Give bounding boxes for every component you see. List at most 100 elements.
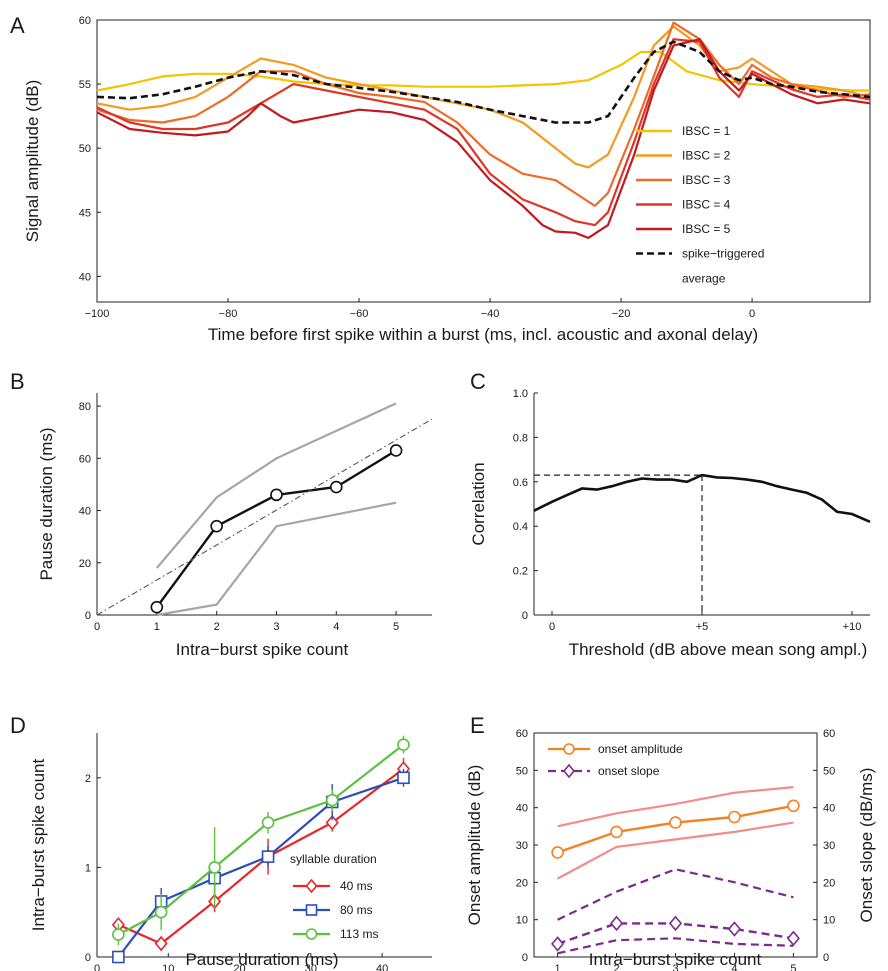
panel-c-x-axis-label: Threshold (dB above mean song ampl.) (569, 640, 868, 659)
panel-e-ytick-label: 50 (516, 765, 528, 777)
panel-e-legend-label-1: onset amplitude (598, 742, 683, 756)
panel-e-xtick-label: 1 (555, 963, 561, 971)
panel-a-legend-label-5: IBSC = 5 (682, 222, 731, 236)
panel-b-median-point-1 (150, 600, 164, 614)
panel-d-series-3-point-5 (325, 793, 339, 807)
panel-a-series-5-line (96, 38, 871, 239)
panel-a-ytick-label: 40 (79, 271, 91, 283)
panel-a-legend-label-6: spike−triggered (682, 247, 764, 261)
panel-b-ytick-label: 40 (79, 506, 91, 518)
panel-b-xtick-label: 2 (214, 621, 220, 633)
panel-d-legend-marker-2 (305, 904, 318, 916)
panel-d-series-1-point-5 (325, 814, 339, 831)
panel-e-ytick-right-label: 10 (823, 915, 835, 927)
panel-d-ytick-label: 2 (85, 773, 91, 785)
panel-b-ytick-label: 80 (79, 401, 91, 413)
panel-c-xtick-label: 0 (549, 621, 555, 633)
panel-e-slope-upper-line (557, 868, 794, 921)
panel-d-legend-label-3: 113 ms (340, 927, 378, 941)
panel-d-xtick-label: 10 (162, 963, 174, 971)
panel-a-xtick-label: 0 (749, 308, 755, 320)
panel-d-series-1-line (117, 767, 405, 945)
panel-e-ytick-label: 10 (516, 915, 528, 927)
panel-b-xtick-label: 0 (94, 621, 100, 633)
panel-d-series-3-point-3 (208, 861, 221, 874)
panel-e-xtick-label: 5 (790, 963, 796, 971)
panel-e-amplitude-upper-line (557, 786, 794, 828)
panel-b-median-point-2 (210, 519, 223, 533)
panel-a-legend-label-2: IBSC = 2 (682, 149, 731, 163)
panel-c-ytick-label: 0 (522, 610, 528, 622)
panel-e-series-1-point-3 (669, 816, 682, 829)
panel-c-correlation-line (533, 473, 871, 523)
panel-letter-c: C (470, 369, 486, 394)
panel-b-xtick-label: 3 (273, 621, 279, 633)
panel-c-ytick-label: 0.2 (513, 566, 528, 578)
panel-b: 0 1 2 3 4 5 0 20 40 60 80 Intra−burst spike count Pa… (37, 393, 433, 659)
panel-b-xtick-label: 4 (333, 621, 339, 633)
panel-e-y-axis-label: Onset amplitude (dB) (465, 765, 484, 926)
panel-d-series-2-point-1 (112, 950, 125, 964)
panel-a-legend-label-4: IBSC = 4 (682, 198, 731, 212)
panel-a-legend-label-1: IBSC = 1 (682, 124, 731, 138)
panel-d-xtick-label: 0 (94, 963, 100, 971)
panel-a-xtick-label: −100 (85, 308, 110, 320)
panel-a-xtick-label: −20 (612, 308, 631, 320)
panel-a-ytick-label: 45 (79, 207, 91, 219)
panel-e-x-axis-label: Intra−burst spike count (589, 950, 762, 969)
panel-e-ytick-right-label: 20 (823, 877, 835, 889)
panel-b-xtick-label: 5 (393, 621, 399, 633)
panel-b-median-line (155, 449, 397, 608)
panel-e-ytick-label: 20 (516, 877, 528, 889)
panel-b-y-axis-label: Pause duration (ms) (37, 427, 56, 580)
panel-e-series-1-point-2 (610, 825, 623, 839)
panel-b-unity-line (96, 418, 433, 616)
panel-a-series-3-line (96, 21, 871, 207)
panel-b-xtick-label: 1 (154, 621, 160, 633)
panel-e-series-1-point-5 (787, 799, 800, 813)
panel-d-series-3-point-4 (261, 816, 275, 829)
panel-e-legend-marker-1 (563, 743, 575, 755)
panel-d-legend-marker-3 (305, 928, 318, 940)
panel-e-series-4-point-3 (668, 915, 683, 932)
panel-c-ytick-label: 0.6 (513, 477, 528, 489)
panel-d-series-3-point-6 (397, 738, 410, 751)
panel-c-y-axis-label: Correlation (469, 462, 488, 545)
panel-e-legend-label-2: onset slope (598, 764, 660, 778)
panel-a-frame (96, 19, 871, 303)
panel-e-xtick-label: 3 (672, 963, 678, 971)
panel-b-median-point-5 (389, 444, 403, 457)
panel-e-ytick-label: 0 (522, 952, 528, 964)
panel-d-series-1-point-2 (154, 935, 168, 952)
panel-c-ytick-label: 0.4 (513, 521, 528, 533)
panel-a-series-6-line (96, 40, 871, 124)
panel-e-ytick-right-label: 0 (823, 952, 829, 964)
panel-a-legend: IBSC = 1 IBSC = 2 IBSC = 3 IBSC = 4 IBSC = 5… (636, 124, 764, 286)
panel-e-series-4-point-1 (551, 936, 565, 952)
panel-e-ytick-label: 60 (516, 728, 528, 740)
panel-a: −100 −80 −60 −40 −20 0 40 45 50 55 60 Time before f… (23, 15, 871, 344)
panel-a-series-2-line (96, 25, 871, 169)
panel-e-series-4-point-5 (786, 930, 800, 947)
panel-d-ytick-label: 0 (85, 952, 91, 964)
panel-e-amplitude-lower-line (557, 821, 794, 880)
panel-d-legend-marker-1 (305, 878, 318, 894)
panel-e-ytick-right-label: 30 (823, 840, 835, 852)
panel-e-xtick-label: 2 (613, 963, 619, 971)
panel-b-ytick-label: 20 (79, 558, 91, 570)
panel-a-legend-label-3: IBSC = 3 (682, 173, 731, 187)
panel-d-x-axis-label: Pause duration (ms) (185, 950, 338, 969)
panel-b-x-axis-label: Intra−burst spike count (176, 640, 349, 659)
panel-d-y-axis-label: Intra−burst spike count (29, 759, 48, 932)
panel-a-xtick-label: −60 (350, 308, 369, 320)
panel-letter-b: B (10, 369, 25, 394)
panel-d-legend-label-1: 40 ms (340, 879, 373, 893)
panel-b-lower-line (156, 501, 397, 617)
panel-letter-d: D (10, 713, 26, 738)
panel-d-legend-title: syllable duration (290, 852, 377, 866)
panel-c-xtick-label: +10 (843, 621, 862, 633)
panel-d-series-2-point-4 (261, 850, 275, 863)
panel-c-xtick-label: +5 (696, 621, 709, 633)
panel-a-y-axis-label: Signal amplitude (dB) (23, 80, 42, 243)
panel-a-ytick-label: 55 (79, 79, 91, 91)
